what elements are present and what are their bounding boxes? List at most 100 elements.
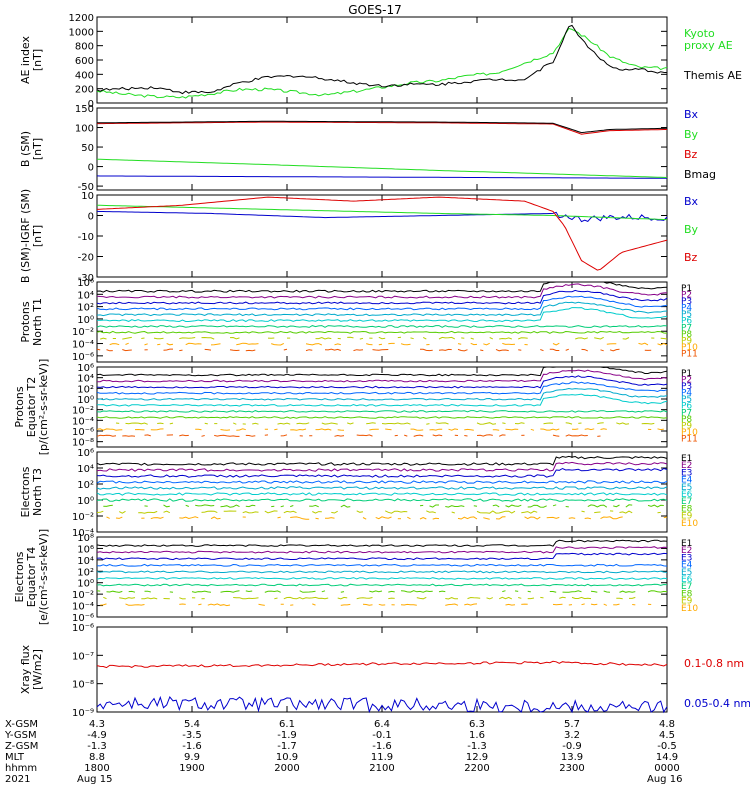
channel-line: [179, 349, 183, 352]
y-tick-label: 10⁶: [77, 278, 94, 289]
channel-line: [334, 343, 341, 346]
channel-line: [492, 504, 500, 508]
channel-line: [356, 597, 373, 600]
channel-line: [432, 434, 443, 437]
channel-line: [438, 348, 452, 351]
y-axis-label-line: Protons: [19, 301, 32, 342]
channel-line: [480, 349, 484, 352]
channel-line: [96, 348, 101, 351]
channel-line: [321, 590, 326, 593]
channel-line: [559, 596, 566, 599]
y-tick-label: 10⁴: [77, 374, 94, 385]
channel-line: [464, 428, 474, 431]
channel-line: [100, 337, 107, 340]
channel-line: [204, 422, 208, 425]
channel-line: [594, 336, 604, 340]
legend-label: By: [684, 223, 699, 236]
channel-line: [498, 596, 513, 600]
y-tick-label: 10⁻²: [72, 590, 94, 601]
y-axis-label-line: B (SM): [19, 131, 32, 167]
channel-line: [562, 590, 582, 593]
channel-label: P8: [681, 415, 692, 425]
y-axis-label: Xray flux[W/m2]: [19, 644, 44, 694]
channel-line: [495, 348, 509, 352]
channel-line: [166, 343, 174, 346]
y-axis-label-line: [nT]: [31, 49, 44, 71]
channel-line: [96, 307, 668, 323]
channel-line: [638, 342, 649, 346]
channel-line: [334, 434, 345, 437]
channel-label: P1: [681, 369, 692, 379]
channel-line: [552, 434, 560, 437]
channel-label: P2: [681, 376, 692, 386]
channel-line: [312, 511, 322, 514]
channel-line: [125, 603, 145, 606]
channel-line: [169, 422, 174, 425]
channel-line: [498, 434, 506, 437]
channel-line: [552, 342, 560, 346]
channel-line: [96, 387, 668, 401]
channel-line: [106, 349, 113, 352]
ephemeris-value: 4.3: [89, 719, 105, 730]
channel-line: [603, 603, 607, 606]
channel-line: [378, 336, 386, 340]
ephemeris-value: 2000: [274, 763, 299, 774]
y-axis-label-line: AE index: [19, 35, 32, 84]
legend-label: Bz: [684, 148, 698, 161]
channel-line: [96, 301, 668, 317]
ephemeris-value: 5.4: [184, 719, 200, 730]
channel-line: [141, 337, 145, 339]
series-line: [97, 204, 668, 221]
series-line: [97, 121, 667, 135]
series-line: [96, 210, 668, 223]
channel-line: [271, 342, 285, 346]
channel-line: [581, 603, 585, 606]
ephemeris-value: 2300: [559, 763, 584, 774]
y-axis-label-line: B (SM)-IGRF (SM): [19, 189, 32, 283]
series-line: [96, 27, 668, 99]
y-tick-label: 10⁻⁴: [72, 602, 94, 613]
channel-line: [470, 342, 478, 346]
ephemeris-value: -0.5: [657, 741, 677, 752]
channel-line: [277, 516, 281, 519]
channel-line: [571, 596, 592, 600]
channel-line: [552, 603, 563, 606]
panel-bsm: -50 0 50 100 150 B (SM)[nT] Bx By Bz Bmag: [19, 104, 716, 193]
channel-line: [96, 325, 668, 328]
channel-line: [201, 435, 205, 437]
channel-line: [476, 422, 497, 425]
channel-line: [96, 480, 668, 484]
y-tick-label: 400: [75, 70, 94, 81]
channel-line: [657, 428, 664, 431]
channel-line: [584, 428, 595, 431]
channel-line: [290, 505, 294, 508]
series-line: [96, 660, 668, 669]
channel-label: E10: [681, 519, 698, 529]
channel-line: [96, 510, 104, 513]
channel-line: [486, 597, 493, 600]
ephemeris-value: 3.2: [564, 730, 580, 741]
channel-line: [581, 510, 585, 513]
channel-line: [565, 422, 573, 425]
channel-line: [125, 342, 129, 345]
channel-line: [214, 434, 240, 437]
ephemeris-value: -3.5: [182, 730, 202, 741]
channel-line: [179, 337, 196, 340]
channel-line: [195, 428, 202, 431]
ephemeris-value: -0.1: [372, 730, 392, 741]
channel-label: P4: [681, 389, 692, 399]
ephemeris-value: Aug 15: [77, 774, 112, 785]
channel-line: [96, 455, 668, 466]
channel-line: [283, 596, 329, 600]
channel-line: [122, 336, 132, 340]
figure-title: GOES-17: [348, 3, 402, 17]
ephemeris-value: -1.6: [182, 741, 202, 752]
ephemeris-value: 4.5: [659, 730, 675, 741]
y-tick-label: 10⁻²: [72, 406, 94, 417]
channel-label: P6: [681, 317, 692, 327]
channel-line: [410, 428, 424, 431]
channel-label: E2: [681, 461, 692, 471]
channel-line: [283, 348, 288, 351]
channel-label: E1: [681, 454, 692, 464]
channel-line: [663, 516, 668, 519]
